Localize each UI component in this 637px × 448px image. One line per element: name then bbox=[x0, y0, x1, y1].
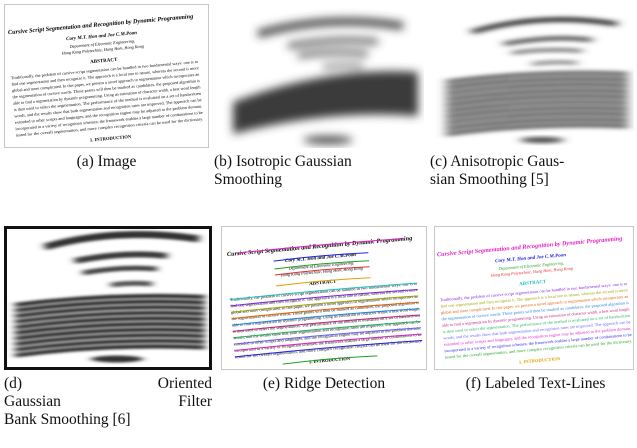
caption-d-word2: Oriented bbox=[157, 375, 212, 392]
labeled-lines-image: Cursive Script Segmentation and Recognit… bbox=[437, 235, 633, 365]
labeled-doc-abstract-heading: ABSTRACT bbox=[519, 280, 547, 287]
oriented-text-block bbox=[14, 293, 206, 358]
blurred-text-line bbox=[445, 106, 629, 119]
ridge-line bbox=[232, 314, 420, 332]
panel-a-image: Cursive Script Segmentation and Recognit… bbox=[4, 4, 209, 148]
ridge-line bbox=[232, 308, 420, 326]
panel-d-oriented bbox=[4, 226, 212, 370]
blurred-text-line bbox=[14, 333, 206, 347]
blurred-text-line bbox=[14, 310, 206, 324]
doc-abstract-heading: ABSTRACT bbox=[90, 58, 118, 65]
panel-b-isotropic bbox=[218, 4, 424, 148]
caption-b-line1: (b) Isotropic Gaussian bbox=[214, 153, 352, 170]
ridge-line bbox=[273, 252, 369, 262]
ridge-line bbox=[234, 333, 422, 352]
blurred-text-line bbox=[445, 123, 629, 136]
doc-authors: Cory M.T. Hon and Joe C.M.Poon bbox=[66, 31, 137, 42]
blurred-text-line bbox=[14, 344, 206, 358]
caption-a-text: (a) Image bbox=[76, 153, 137, 170]
isotropic-blur-image bbox=[233, 18, 418, 144]
ridge-doc-affiliation-1: Department of Electronic Engineering, bbox=[287, 260, 354, 272]
blurred-text-line bbox=[445, 88, 629, 102]
document-image: Cursive Script Segmentation and Recognit… bbox=[8, 13, 204, 143]
ridge-detection-image: Cursive Script Segmentation and Recognit… bbox=[227, 235, 423, 365]
labeled-doc-abstract-lines: Traditionally, the problem of cursive sc… bbox=[440, 281, 633, 361]
doc-abstract-lines: Traditionally, the problem of cursive sc… bbox=[11, 59, 204, 139]
caption-d-line3: Bank Smoothing [6] bbox=[4, 411, 131, 428]
caption-d-word3: Gaussian bbox=[4, 393, 61, 410]
caption-d-word4: Filter bbox=[178, 393, 212, 410]
caption-d-word1: (d) bbox=[4, 375, 23, 392]
blurred-text-line bbox=[445, 82, 629, 96]
ridge-line bbox=[282, 355, 378, 365]
blurred-text-line bbox=[445, 71, 629, 84]
oriented-filter-image bbox=[14, 231, 206, 363]
ridge-line bbox=[234, 340, 423, 358]
blurred-text-line bbox=[445, 77, 629, 90]
ridge-doc-authors: Cory M.T. Hon and Joe C.M.Poon bbox=[285, 253, 356, 264]
caption-c-line1: (c) Anisotropic Gaus- bbox=[430, 153, 565, 170]
caption-b: (b) Isotropic Gaussian Smoothing bbox=[214, 153, 428, 189]
blurred-text-line bbox=[14, 305, 206, 319]
ridge-doc-intro-heading: 1. INTRODUCTION bbox=[309, 356, 351, 365]
blurred-text-line bbox=[445, 100, 629, 113]
blurred-text-line bbox=[14, 327, 206, 341]
ridge-doc-title: Cursive Script Segmentation and Recognit… bbox=[227, 235, 413, 258]
ridge-line bbox=[231, 301, 419, 320]
ridge-line bbox=[274, 260, 370, 270]
anisotropic-blur-image bbox=[445, 17, 629, 143]
anisotropic-text-block bbox=[445, 71, 629, 136]
caption-c: (c) Anisotropic Gaus- sian Smoothing [5] bbox=[430, 153, 636, 189]
caption-a: (a) Image bbox=[4, 153, 209, 171]
blurred-text-line bbox=[14, 338, 206, 352]
panel-c-anisotropic bbox=[432, 4, 634, 148]
ridge-line bbox=[233, 327, 422, 345]
ridge-line bbox=[229, 282, 418, 301]
blurred-text-line bbox=[14, 316, 206, 330]
ridge-line bbox=[237, 238, 404, 254]
labeled-doc-intro-heading: 1. INTRODUCTION bbox=[519, 356, 561, 365]
panel-e-ridge: Cursive Script Segmentation and Recognit… bbox=[221, 226, 427, 370]
ridge-line bbox=[275, 277, 371, 287]
doc-title: Cursive Script Segmentation and Recognit… bbox=[8, 13, 194, 36]
blurred-text-line bbox=[14, 293, 206, 308]
caption-b-line2: Smoothing bbox=[214, 171, 283, 188]
blurred-text-line bbox=[445, 111, 629, 125]
caption-e: (e) Ridge Detection bbox=[221, 375, 427, 393]
ridge-doc-abstract-heading: ABSTRACT bbox=[309, 280, 337, 287]
blurred-text-line bbox=[14, 299, 206, 313]
ridge-line bbox=[274, 266, 370, 276]
labeled-doc-affiliation-1: Department of Electronic Engineering, bbox=[497, 260, 564, 272]
labeled-doc-authors: Cory M.T. Hon and Joe C.M.Poon bbox=[495, 253, 566, 264]
ridge-line bbox=[233, 320, 421, 339]
doc-intro-heading: 1. INTRODUCTION bbox=[90, 134, 132, 143]
blurred-text-line bbox=[445, 94, 629, 107]
ridge-line bbox=[230, 289, 418, 307]
ridge-lines bbox=[229, 238, 423, 365]
caption-c-line2: sian Smoothing [5] bbox=[430, 171, 549, 188]
blurred-text-line bbox=[445, 117, 629, 131]
caption-e-text: (e) Ridge Detection bbox=[262, 375, 386, 392]
panel-f-labeled: Cursive Script Segmentation and Recognit… bbox=[434, 226, 634, 370]
ridge-line bbox=[230, 295, 419, 313]
doc-affiliation-1: Department of Electronic Engineering, bbox=[68, 38, 135, 50]
caption-d: (d) Oriented Gaussian Filter Bank Smooth… bbox=[4, 375, 212, 429]
caption-f: (f) Labeled Text-Lines bbox=[434, 375, 637, 393]
caption-f-text: (f) Labeled Text-Lines bbox=[465, 375, 606, 392]
blurred-text-line bbox=[14, 321, 206, 336]
labeled-doc-title: Cursive Script Segmentation and Recognit… bbox=[437, 235, 623, 258]
